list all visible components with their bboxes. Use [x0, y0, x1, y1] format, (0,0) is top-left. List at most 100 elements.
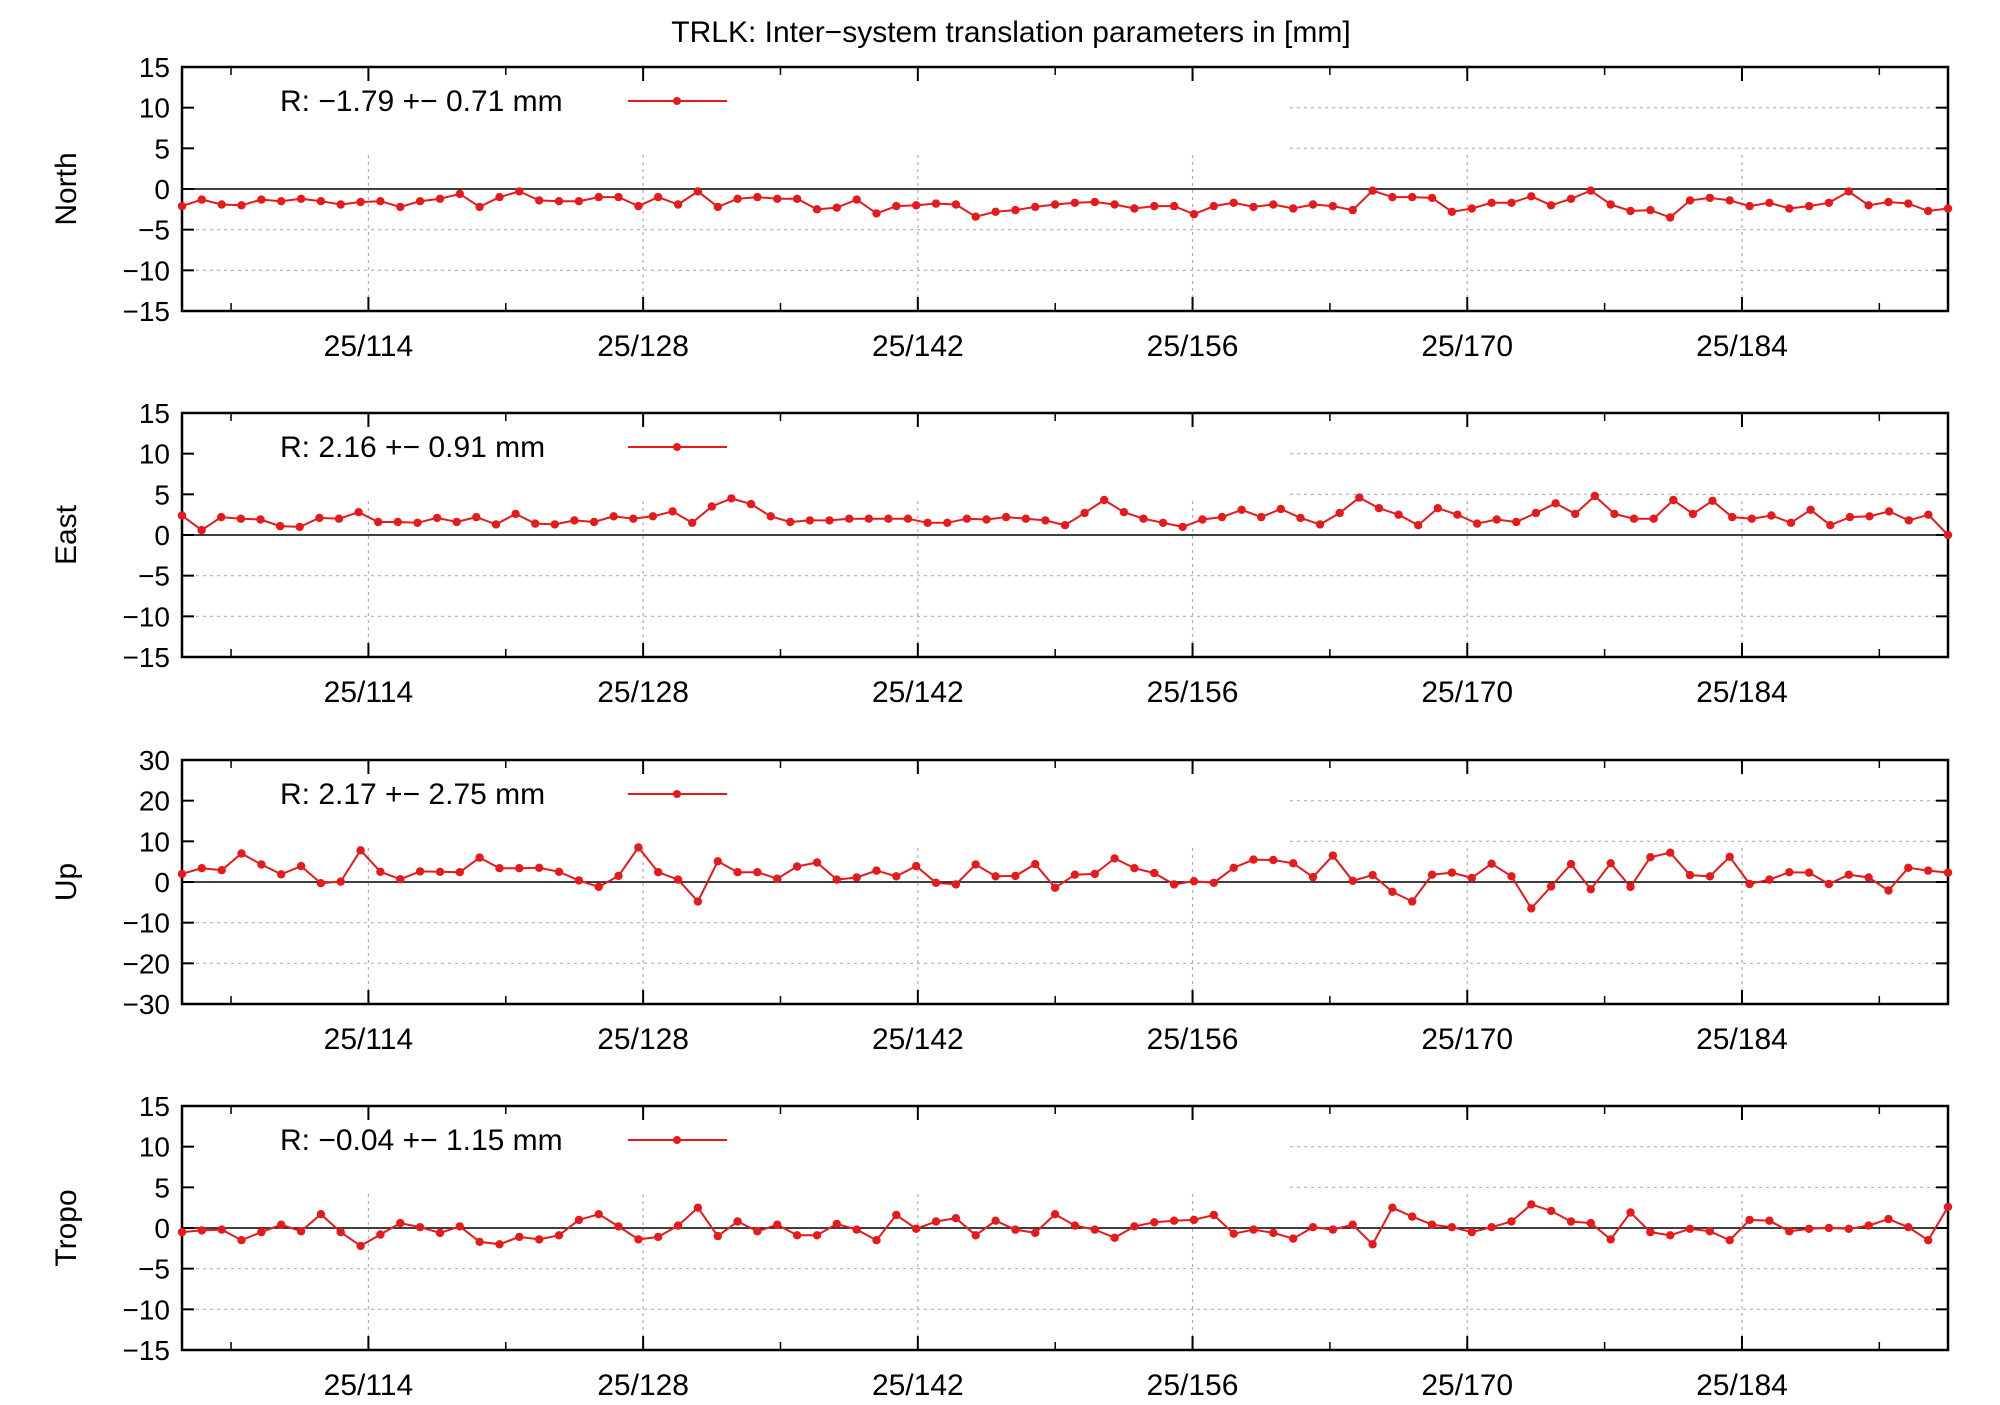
data-point: [374, 517, 383, 527]
data-point: [713, 202, 722, 212]
data-point: [727, 494, 736, 503]
data-point: [825, 516, 834, 525]
data-point: [1745, 879, 1754, 889]
data-point: [693, 897, 703, 906]
data-point: [753, 1227, 762, 1236]
data-point: [1507, 1217, 1516, 1226]
data-point: [1408, 1212, 1417, 1221]
data-point: [1467, 204, 1477, 213]
data-point: [1531, 508, 1541, 518]
data-point: [1229, 863, 1238, 872]
data-point: [257, 195, 266, 204]
data-point: [673, 875, 683, 884]
data-point: [336, 1227, 345, 1237]
data-point: [1507, 872, 1516, 881]
x-tick-label: 25/184: [1696, 1023, 1788, 1056]
data-point: [455, 189, 464, 199]
data-point: [1189, 877, 1199, 886]
data-point: [1011, 1225, 1020, 1234]
data-point: [1943, 1202, 1953, 1212]
data-point: [713, 1231, 722, 1241]
data-point: [1884, 886, 1893, 895]
data-point: [236, 514, 246, 523]
data-point: [1169, 880, 1179, 889]
data-point: [1308, 872, 1318, 882]
data-point: [805, 516, 815, 525]
data-point: [1276, 504, 1286, 514]
data-point: [912, 861, 921, 871]
data-point: [832, 875, 841, 884]
data-point: [654, 1232, 663, 1242]
data-point: [554, 197, 564, 206]
data-point: [773, 1220, 782, 1229]
data-point: [1804, 1224, 1814, 1234]
data-point: [1685, 196, 1695, 205]
data-point: [614, 1222, 623, 1231]
data-point: [515, 187, 524, 196]
data-point: [1943, 204, 1953, 213]
data-point: [1041, 516, 1050, 525]
data-point: [1178, 522, 1187, 532]
data-point: [733, 1217, 742, 1226]
data-point: [1408, 192, 1417, 202]
data-point: [1001, 512, 1011, 522]
x-tick-label: 25/170: [1421, 1369, 1513, 1400]
data-point: [315, 513, 324, 523]
data-point: [1472, 519, 1482, 528]
data-point: [707, 502, 716, 511]
data-point: [832, 203, 841, 212]
data-point: [845, 514, 854, 523]
data-point: [1408, 897, 1417, 906]
data-point: [1090, 1225, 1100, 1234]
data-point: [884, 514, 893, 523]
data-point: [931, 1217, 941, 1226]
data-point: [1865, 512, 1874, 521]
data-point: [1249, 1225, 1258, 1234]
data-point: [1546, 882, 1556, 891]
x-tick-label: 25/128: [597, 1369, 689, 1400]
data-point: [1427, 1220, 1437, 1229]
panel-up: 30 20 10 0 −10 −20 −30 25/114 25/128 25/142 25/156…: [50, 745, 1953, 1056]
data-point: [766, 512, 775, 521]
data-point: [1031, 859, 1040, 869]
data-point: [316, 879, 326, 888]
data-point: [1394, 510, 1403, 519]
data-point: [535, 1235, 544, 1244]
data-point: [872, 209, 881, 218]
data-point: [515, 864, 524, 873]
y-tick-label: −10: [123, 908, 171, 939]
data-point: [1257, 512, 1266, 522]
legend-marker: [673, 443, 681, 451]
data-point: [1943, 530, 1953, 540]
data-point: [1110, 1233, 1119, 1243]
x-tick-label: 25/184: [1696, 330, 1788, 363]
chart-panels: 15 10 5 0 −5 −10 −15 25/114 25/128 25/142 25/156 25…: [50, 52, 1953, 1402]
data-point: [1924, 866, 1933, 875]
data-point: [1031, 202, 1040, 212]
data-point: [495, 1240, 504, 1249]
data-point: [1249, 202, 1258, 212]
data-point: [535, 196, 544, 205]
data-point: [1050, 200, 1060, 209]
data-point: [962, 514, 972, 523]
x-tick-label: 25/142: [872, 1023, 964, 1056]
data-point: [550, 520, 559, 529]
data-point: [531, 519, 540, 528]
y-tick-label: 10: [139, 1132, 170, 1163]
data-point: [475, 1237, 484, 1247]
data-point: [413, 518, 422, 527]
data-point: [1646, 853, 1655, 862]
data-point: [1368, 186, 1377, 195]
data-point: [931, 878, 941, 887]
data-point: [1765, 875, 1774, 884]
x-tick-label: 25/156: [1147, 1023, 1239, 1056]
data-point: [1368, 1240, 1377, 1249]
data-point: [1705, 193, 1715, 203]
data-point: [296, 194, 306, 203]
y-axis-label: East: [50, 504, 83, 565]
data-point: [1586, 885, 1596, 894]
series-line: [181, 189, 1949, 219]
data-point: [594, 1210, 603, 1219]
data-point: [991, 1216, 1000, 1225]
